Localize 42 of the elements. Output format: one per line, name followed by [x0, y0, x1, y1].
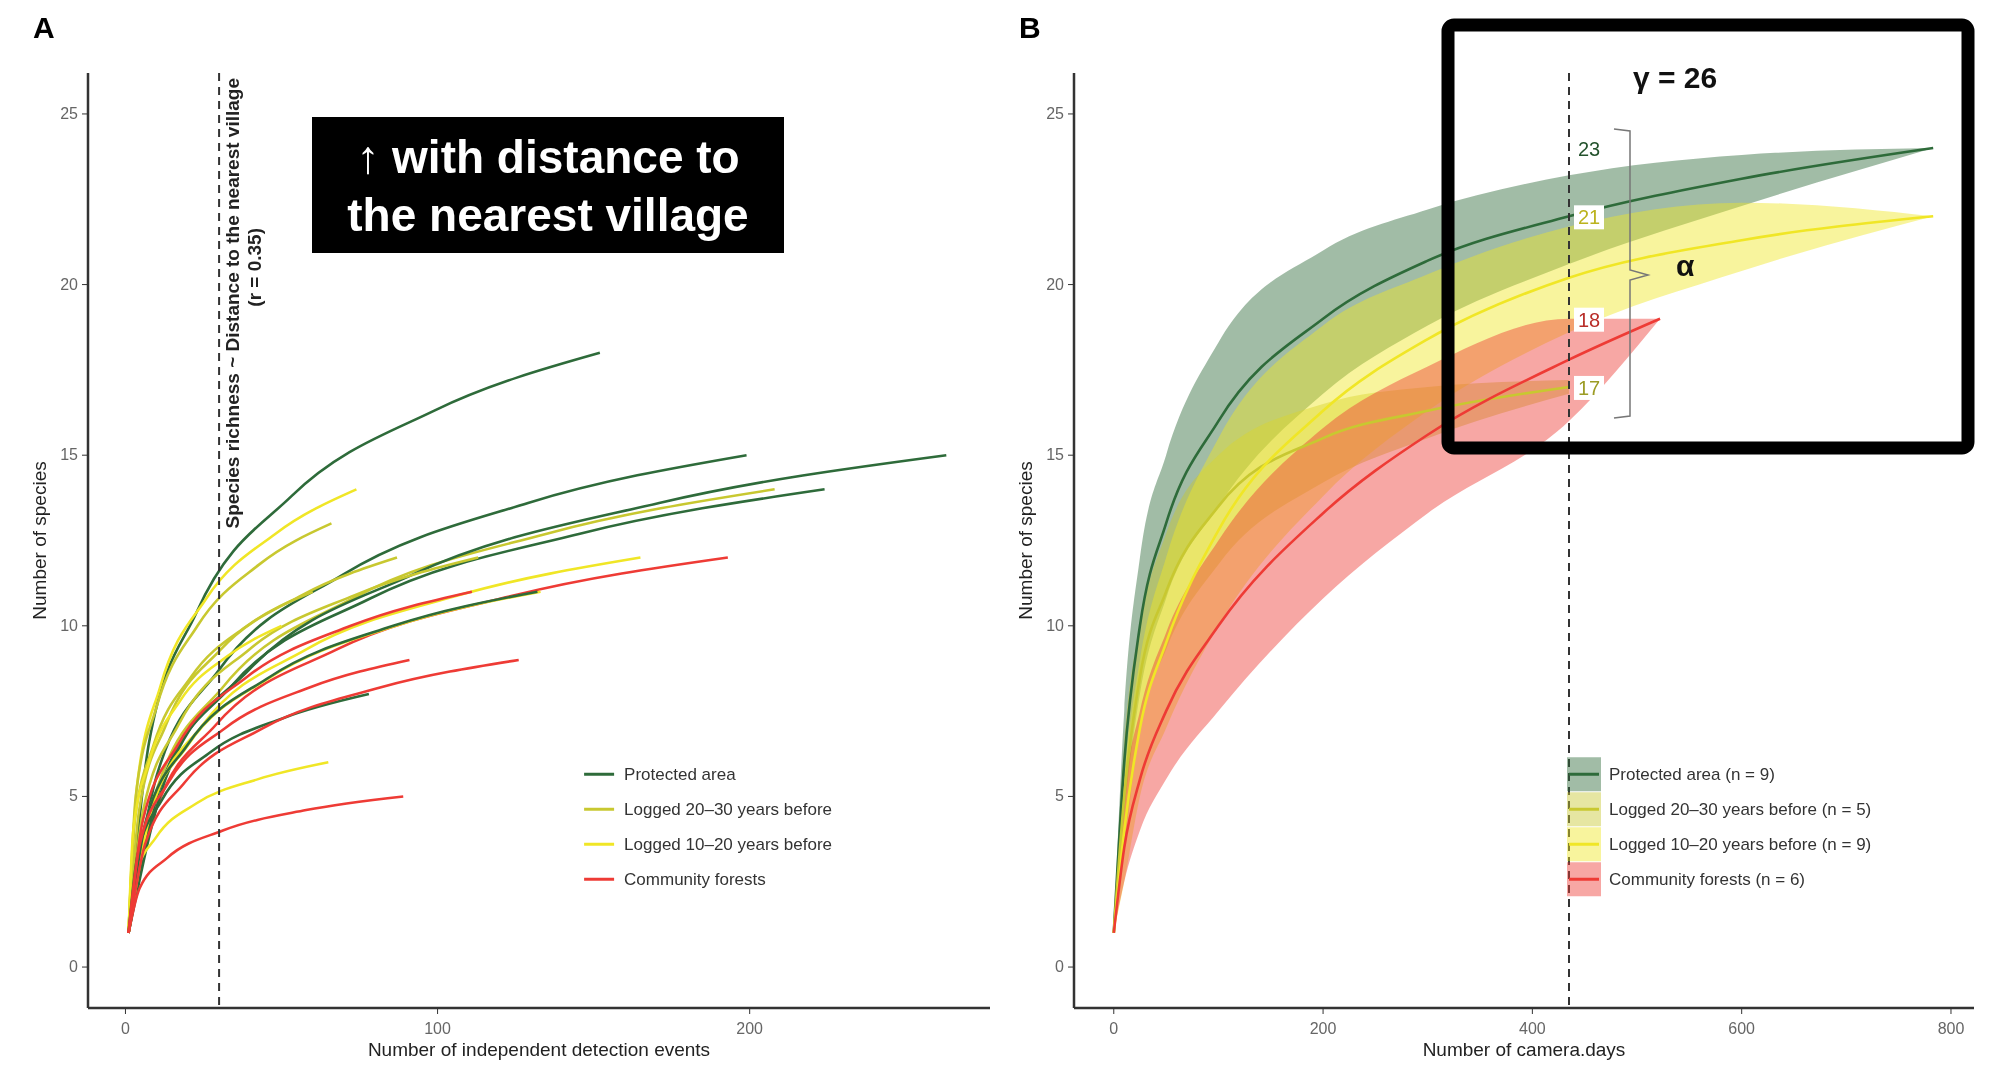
chart-title: A [33, 11, 55, 44]
legend-label: Logged 10–20 years before [624, 835, 833, 855]
y-tick-label: 5 [69, 787, 79, 805]
legend-label: Community forests [624, 870, 766, 890]
y-tick-label: 25 [60, 104, 79, 122]
annotation: 17 [1578, 376, 1601, 399]
y-tick-label: 0 [1055, 958, 1065, 976]
y-tick-label: 0 [69, 958, 79, 976]
y-tick-label: 5 [1055, 787, 1065, 805]
legend-label: Community forests (n = 6) [1609, 870, 1806, 890]
legend-label: Logged 20–30 years before [624, 800, 833, 820]
annotation: 23 [1578, 138, 1601, 161]
annotation: γ = 26 [1633, 61, 1718, 94]
x-tick-label: 100 [424, 1020, 452, 1037]
y-axis-title: Number of species [1015, 461, 1036, 620]
x-axis-title: Number of independent detection events [367, 1039, 711, 1060]
chart-title: B [1019, 11, 1041, 44]
x-tick-label: 400 [1519, 1020, 1546, 1037]
annotation: 21 [1578, 206, 1601, 229]
x-tick-label: 200 [1309, 1020, 1337, 1037]
annotation: 18 [1578, 308, 1601, 331]
y-tick-label: 20 [1046, 275, 1065, 293]
annotation: Species richness ~ Distance to the nearest village (r = 0.35) [222, 78, 266, 529]
legend-label: Protected area (n = 9) [1609, 765, 1775, 785]
y-axis-title: Number of species [29, 461, 50, 620]
y-tick-label: 15 [1046, 446, 1065, 464]
x-tick-label: 0 [121, 1020, 130, 1037]
x-tick-label: 0 [1109, 1020, 1119, 1037]
legend-label: Logged 20–30 years before (n = 5) [1609, 800, 1872, 820]
y-tick-label: 20 [60, 275, 79, 293]
x-axis-title: Number of camera.days [1422, 1039, 1626, 1060]
y-tick-label: 10 [1046, 616, 1065, 634]
x-tick-label: 600 [1728, 1020, 1756, 1037]
annotation: ↑ with distance to the nearest village [347, 131, 749, 241]
x-tick-label: 200 [736, 1020, 764, 1037]
y-tick-label: 25 [1046, 104, 1065, 122]
y-tick-label: 10 [60, 616, 79, 634]
annotation: α [1676, 249, 1695, 282]
y-tick-label: 15 [60, 446, 79, 464]
x-tick-label: 800 [1937, 1020, 1965, 1037]
legend-label: Protected area [624, 765, 737, 785]
legend-label: Logged 10–20 years before (n = 9) [1609, 835, 1872, 855]
